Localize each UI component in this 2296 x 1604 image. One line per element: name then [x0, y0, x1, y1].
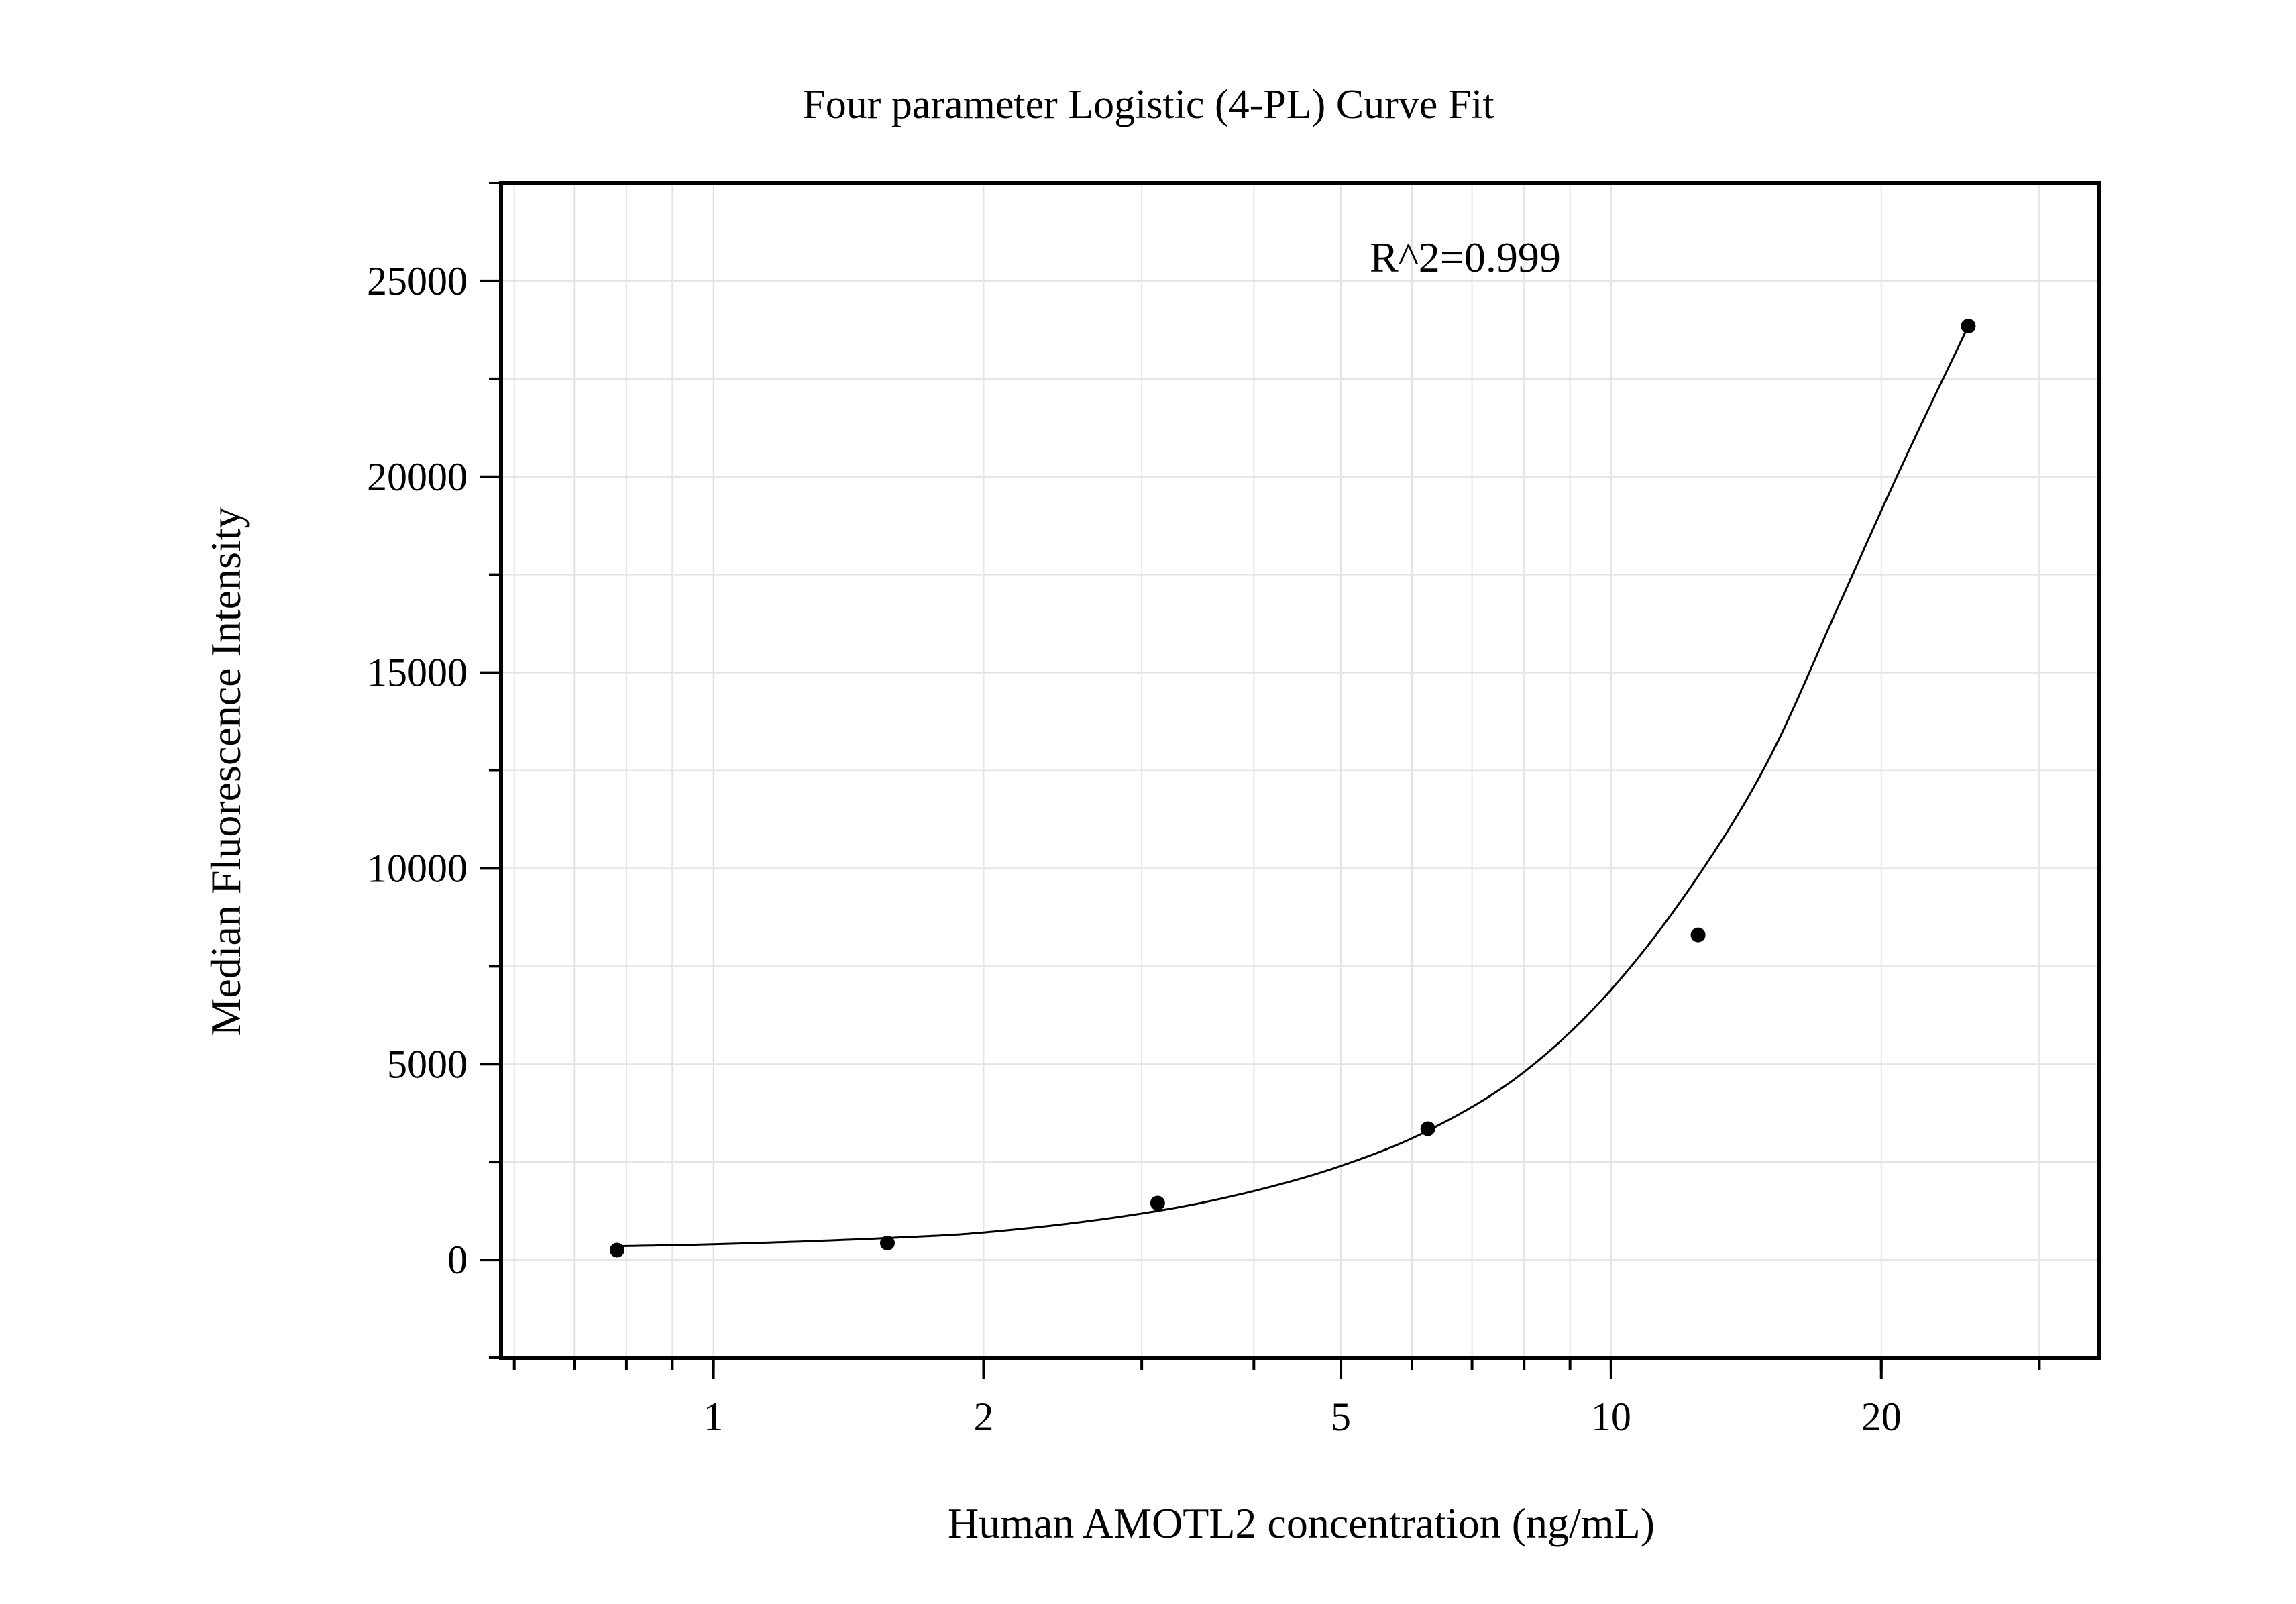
y-tick-label: 10000	[367, 846, 468, 890]
x-tick-label: 1	[704, 1395, 724, 1439]
x-tick-label: 2	[973, 1395, 993, 1439]
data-point	[1420, 1121, 1435, 1136]
y-tick-label: 15000	[367, 651, 468, 695]
x-axis: 1 2 5 10 20	[512, 1358, 2041, 1439]
y-tick-label: 5000	[387, 1042, 468, 1086]
y-axis: 0 5000 10000 15000 20000 25000	[367, 182, 501, 1359]
data-point	[1690, 927, 1706, 943]
grid	[501, 182, 2099, 1358]
y-tick-label: 20000	[367, 455, 468, 499]
data-point	[1150, 1195, 1165, 1211]
data-point	[879, 1235, 895, 1250]
y-axis-label: Median Fluorescence Intensity	[202, 506, 250, 1036]
x-tick-label: 10	[1591, 1395, 1631, 1439]
x-tick-label: 5	[1331, 1395, 1351, 1439]
y-tick-label: 25000	[367, 259, 468, 303]
data-point	[1961, 319, 1976, 334]
y-tick-label: 0	[447, 1238, 468, 1282]
plot-area	[609, 319, 1976, 1258]
data-point	[609, 1242, 624, 1258]
x-tick-label: 20	[1861, 1395, 1902, 1439]
fit-curve	[616, 325, 1969, 1248]
chart-title: Four parameter Logistic (4-PL) Curve Fit	[802, 82, 1494, 127]
x-axis-label: Human AMOTL2 concentration (ng/mL)	[948, 1499, 1655, 1547]
r-squared-annotation: R^2=0.999	[1370, 233, 1561, 281]
